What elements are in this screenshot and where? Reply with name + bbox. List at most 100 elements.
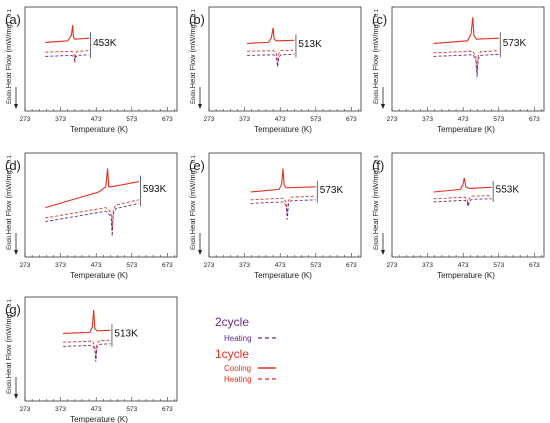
legend-2cycle-title: 2cycle xyxy=(215,315,249,329)
panel: (b) 273 373 473 573 673 Temperature (K) Heat Fl… xyxy=(188,6,362,134)
x-tick-label: 573 xyxy=(493,116,504,123)
end-temperature-label: 513K xyxy=(298,39,322,50)
panel-label: (a) xyxy=(5,12,21,27)
x-tick-label: 573 xyxy=(126,262,137,269)
x-axis-label: Temperature (K) xyxy=(70,271,128,280)
endo-label: Endo. xyxy=(7,234,13,250)
panel-label: (g) xyxy=(5,302,21,317)
y-scale-label: 0.1 xyxy=(7,155,13,163)
x-tick-label: 673 xyxy=(529,262,540,269)
series-line-2cycle-heating xyxy=(433,198,492,207)
series-line-1cycle-heating xyxy=(63,339,111,360)
panel: (d) 273 373 473 573 673 Temperature (K) Heat Fl… xyxy=(4,152,178,280)
x-axis-label: Temperature (K) xyxy=(70,125,128,134)
x-tick-label: 473 xyxy=(275,116,286,123)
x-tick-label: 373 xyxy=(239,262,250,269)
x-tick-label: 473 xyxy=(458,262,469,269)
endo-arrow-head xyxy=(381,250,385,255)
series-line-1cycle-heating xyxy=(45,50,90,64)
series-line-2cycle-heating xyxy=(250,199,316,220)
legend-1cycle-title: 1cycle xyxy=(215,347,249,361)
x-tick-label: 673 xyxy=(346,116,357,123)
legend-1cycle-heating-label: Heating xyxy=(224,375,252,384)
plot-frame xyxy=(391,6,545,112)
x-tick-label: 573 xyxy=(126,116,137,123)
endo-label: Endo. xyxy=(7,88,13,104)
end-temperature-label: 553K xyxy=(496,185,520,196)
x-tick-label: 473 xyxy=(458,116,469,123)
series-line-1cycle-heating xyxy=(433,50,499,73)
series-line-1cycle-heating xyxy=(433,195,492,206)
series-line-1cycle-cooling xyxy=(247,27,295,44)
y-axis-label: Heat Flow (mW/mg) xyxy=(4,167,13,234)
x-tick-label: 373 xyxy=(55,116,66,123)
series-line-2cycle-heating xyxy=(45,54,90,61)
panel-label: (d) xyxy=(5,158,21,173)
panel-label: (b) xyxy=(189,12,205,27)
end-temperature-label: 573K xyxy=(503,38,527,49)
plot-frame xyxy=(208,6,362,112)
plot-frame xyxy=(391,152,545,258)
end-temperature-label: 593K xyxy=(143,184,167,195)
y-axis-label: Heat Flow (mW/mg) xyxy=(4,311,13,378)
x-tick-label: 673 xyxy=(162,262,173,269)
x-tick-label: 273 xyxy=(204,116,215,123)
plot-frame xyxy=(208,152,362,258)
x-tick-label: 573 xyxy=(310,116,321,123)
x-tick-label: 273 xyxy=(20,116,31,123)
endo-arrow-head xyxy=(14,104,18,109)
panel-label: (e) xyxy=(189,158,205,173)
x-tick-label: 373 xyxy=(422,116,433,123)
x-tick-label: 473 xyxy=(275,262,286,269)
x-tick-label: 273 xyxy=(204,262,215,269)
x-tick-label: 673 xyxy=(529,116,540,123)
y-scale-label: 0.1 xyxy=(7,9,13,17)
y-axis-label: Heat Flow (mW/mg) xyxy=(4,21,13,88)
y-scale-label: 0.1 xyxy=(7,299,13,307)
panel: (c) 273 373 473 573 673 Temperature (K) Heat Fl… xyxy=(371,6,545,134)
series-line-1cycle-heating xyxy=(247,49,295,65)
endo-label: Endo. xyxy=(374,88,380,104)
panel: (f) 273 373 473 573 673 Temperature (K) Heat Fl… xyxy=(371,152,545,280)
plot-frame xyxy=(24,296,178,402)
endo-arrow-head xyxy=(14,394,18,399)
x-axis-label: Temperature (K) xyxy=(254,125,312,134)
series-line-1cycle-cooling xyxy=(45,25,90,43)
legend-1cycle-cooling-label: Cooling xyxy=(224,364,251,373)
y-axis-label: Heat Flow (mW/mg) xyxy=(188,167,197,234)
series-line-2cycle-heating xyxy=(63,343,111,363)
x-axis-label: Temperature (K) xyxy=(437,271,495,280)
x-tick-label: 373 xyxy=(239,116,250,123)
endo-arrow-head xyxy=(198,104,202,109)
x-tick-label: 573 xyxy=(310,262,321,269)
series-line-1cycle-heating xyxy=(250,195,316,216)
series-line-1cycle-heating xyxy=(45,199,139,232)
end-temperature-label: 573K xyxy=(320,185,344,196)
y-scale-label: 0.1 xyxy=(191,9,197,17)
x-tick-label: 273 xyxy=(20,406,31,413)
legend-2cycle-heating-label: Heating xyxy=(224,334,252,343)
endo-arrow-head xyxy=(381,104,385,109)
endo-arrow-head xyxy=(14,250,18,255)
panel-label: (c) xyxy=(372,12,387,27)
x-axis-label: Temperature (K) xyxy=(254,271,312,280)
endo-label: Endo. xyxy=(7,378,13,394)
panel: (e) 273 373 473 573 673 Temperature (K) Heat Fl… xyxy=(188,152,362,280)
endo-arrow-head xyxy=(198,250,202,255)
series-line-1cycle-cooling xyxy=(250,168,316,193)
x-tick-label: 373 xyxy=(422,262,433,269)
series-line-1cycle-cooling xyxy=(433,177,492,193)
x-tick-label: 273 xyxy=(387,116,398,123)
x-tick-label: 373 xyxy=(55,262,66,269)
x-tick-label: 273 xyxy=(387,262,398,269)
endo-label: Endo. xyxy=(374,234,380,250)
y-scale-label: 0.1 xyxy=(374,155,380,163)
x-axis-label: Temperature (K) xyxy=(70,415,128,423)
x-axis-label: Temperature (K) xyxy=(437,125,495,134)
series-line-1cycle-cooling xyxy=(45,168,140,209)
end-temperature-label: 453K xyxy=(93,38,117,49)
y-axis-label: Heat Flow (mW/mg) xyxy=(371,21,380,88)
x-tick-label: 673 xyxy=(346,262,357,269)
panels: (a) 273 373 473 573 673 Temperature (K) Heat Fl… xyxy=(4,6,545,423)
